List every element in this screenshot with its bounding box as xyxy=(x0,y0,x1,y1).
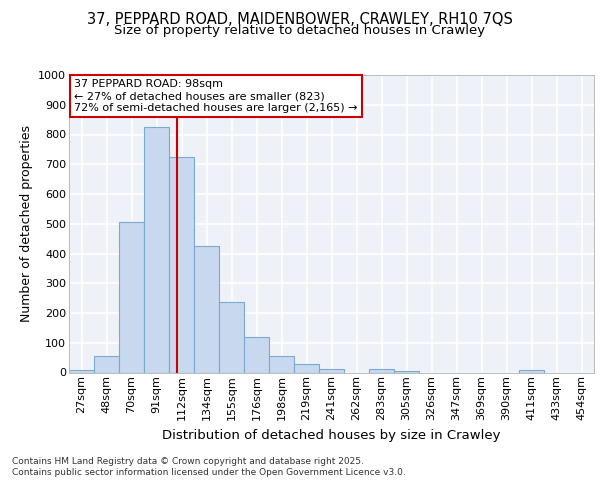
Text: 37 PEPPARD ROAD: 98sqm
← 27% of detached houses are smaller (823)
72% of semi-de: 37 PEPPARD ROAD: 98sqm ← 27% of detached… xyxy=(74,80,358,112)
Bar xyxy=(94,356,119,372)
Bar xyxy=(194,246,219,372)
Bar xyxy=(294,364,319,372)
Bar xyxy=(269,356,294,372)
Text: Size of property relative to detached houses in Crawley: Size of property relative to detached ho… xyxy=(115,24,485,37)
X-axis label: Distribution of detached houses by size in Crawley: Distribution of detached houses by size … xyxy=(162,428,501,442)
Bar xyxy=(69,370,94,372)
Bar xyxy=(119,222,144,372)
Bar xyxy=(219,302,244,372)
Text: 37, PEPPARD ROAD, MAIDENBOWER, CRAWLEY, RH10 7QS: 37, PEPPARD ROAD, MAIDENBOWER, CRAWLEY, … xyxy=(87,12,513,28)
Bar xyxy=(319,368,344,372)
Text: Contains HM Land Registry data © Crown copyright and database right 2025.
Contai: Contains HM Land Registry data © Crown c… xyxy=(12,458,406,477)
Bar xyxy=(244,338,269,372)
Y-axis label: Number of detached properties: Number of detached properties xyxy=(20,125,32,322)
Bar xyxy=(169,157,194,372)
Bar xyxy=(144,127,169,372)
Bar xyxy=(519,370,544,372)
Bar xyxy=(394,371,419,372)
Bar xyxy=(369,368,394,372)
